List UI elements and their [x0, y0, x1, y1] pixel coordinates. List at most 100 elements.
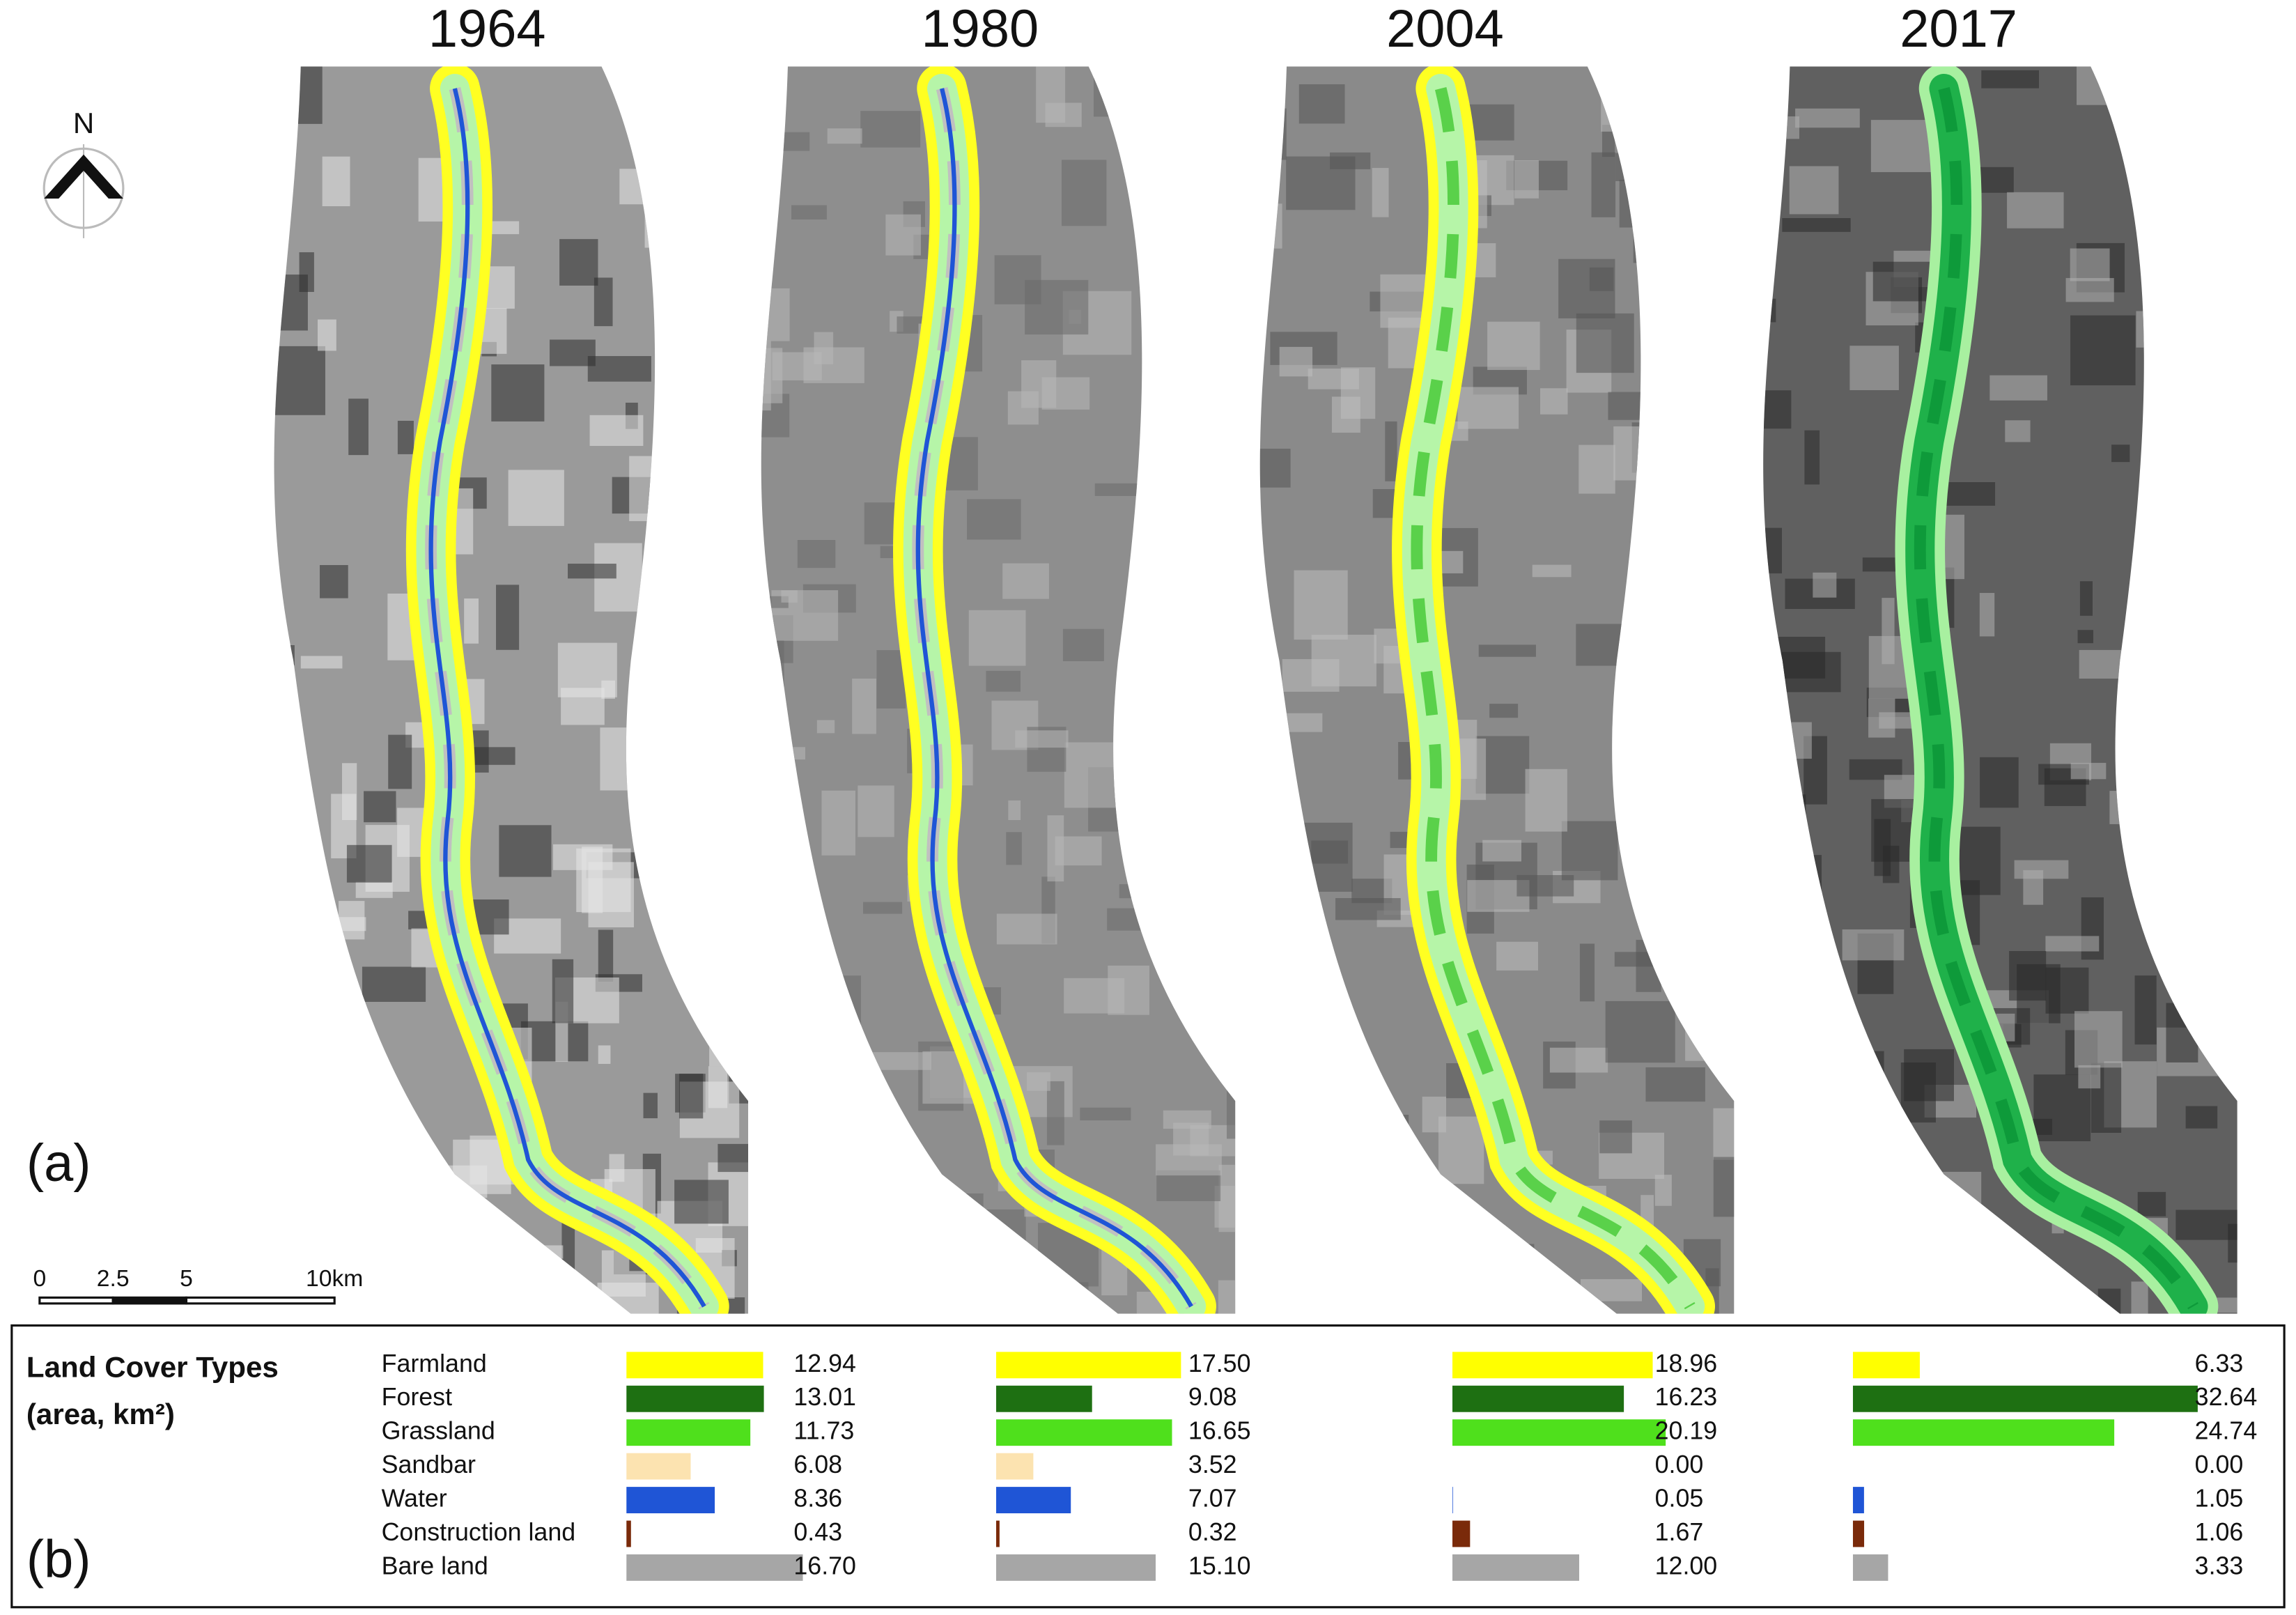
category-label: Sandbar — [382, 1451, 476, 1478]
map-texture — [1045, 102, 1082, 128]
map-texture — [1980, 757, 2019, 808]
value-label: 0.05 — [1655, 1485, 1704, 1513]
map-texture — [346, 844, 392, 883]
map-texture — [322, 156, 350, 206]
map-texture — [1330, 152, 1371, 169]
map-texture — [1514, 160, 1539, 199]
map-texture — [1156, 1170, 1221, 1202]
map-texture — [1487, 321, 1540, 370]
map-texture — [1294, 570, 1348, 640]
bar — [1852, 1554, 1888, 1581]
map-texture — [1385, 421, 1397, 481]
bar — [1452, 1385, 1624, 1412]
bar — [626, 1554, 803, 1581]
map-texture — [300, 656, 343, 669]
map-texture — [274, 346, 325, 415]
map-texture — [821, 790, 855, 856]
map-texture — [791, 205, 827, 220]
map-texture — [1525, 768, 1567, 832]
legend-title: Land Cover Types — [26, 1351, 279, 1384]
map-texture — [1979, 593, 1995, 637]
map-texture — [2007, 192, 2064, 229]
map-texture — [1015, 730, 1069, 748]
map-texture — [1062, 160, 1107, 226]
map-texture — [986, 670, 1021, 692]
map-texture — [1007, 391, 1039, 425]
map-texture — [1576, 313, 1634, 373]
map-texture — [598, 929, 614, 982]
map-texture — [1645, 1067, 1705, 1102]
map-texture — [858, 785, 894, 837]
map-texture — [1298, 84, 1345, 124]
map-texture — [1713, 1108, 1735, 1160]
map-texture — [2134, 975, 2157, 1045]
map-texture — [1849, 346, 1899, 390]
bar — [1452, 1487, 1453, 1514]
map-texture — [1002, 563, 1049, 599]
map-texture — [2131, 1281, 2148, 1314]
map-texture — [1804, 430, 1820, 485]
map-texture — [397, 420, 414, 454]
map-texture — [2070, 248, 2110, 281]
map-texture — [552, 959, 574, 1023]
map-title: 2004 — [1386, 0, 1504, 59]
map-texture — [520, 1021, 589, 1062]
bar — [1852, 1419, 2115, 1446]
map-texture — [797, 540, 836, 569]
map-texture — [827, 128, 862, 144]
category-label: Forest — [382, 1383, 453, 1411]
map-texture — [550, 339, 596, 366]
bar — [1452, 1419, 1666, 1446]
value-label: 7.07 — [1188, 1485, 1237, 1513]
map-texture — [2070, 762, 2107, 780]
panel-label: (a) — [26, 1134, 91, 1193]
map-texture — [496, 585, 520, 650]
map-texture — [2078, 1065, 2101, 1089]
map-texture — [364, 791, 396, 823]
value-label: 13.01 — [793, 1383, 856, 1411]
value-label: 3.52 — [1188, 1451, 1237, 1478]
bar — [626, 1453, 691, 1480]
map-texture — [1331, 396, 1360, 433]
map-texture — [582, 847, 603, 913]
river-channel — [428, 88, 706, 1308]
map-texture — [1561, 821, 1618, 881]
category-label: Construction land — [382, 1518, 576, 1546]
scale-segment — [38, 1296, 114, 1305]
map-texture — [594, 277, 613, 327]
map-texture — [2070, 315, 2136, 386]
map-texture — [1218, 1280, 1236, 1314]
map-texture — [320, 565, 348, 598]
map-texture — [2185, 1106, 2218, 1129]
map-texture — [1842, 929, 1905, 961]
bar — [1452, 1520, 1471, 1547]
map-texture — [318, 319, 336, 351]
map-texture — [814, 332, 834, 364]
value-label: 0.32 — [1188, 1518, 1237, 1546]
category-label: Farmland — [382, 1350, 487, 1377]
value-label: 0.43 — [793, 1518, 842, 1546]
map-texture — [589, 415, 644, 446]
value-label: 8.36 — [793, 1485, 842, 1513]
scale-label: 10km — [306, 1266, 363, 1292]
scale-bar: 0 2.5 5 10km — [33, 1266, 363, 1305]
map-texture — [1782, 218, 1851, 232]
category-label: Grassland — [382, 1417, 495, 1445]
map-texture — [852, 678, 876, 734]
map-texture — [1549, 1047, 1608, 1073]
map-texture — [2079, 649, 2124, 679]
map-texture — [1046, 1081, 1064, 1145]
map-texture — [2111, 445, 2130, 463]
map-texture — [1900, 1062, 1936, 1123]
map-texture — [2077, 630, 2094, 644]
bar — [996, 1520, 1000, 1547]
value-label: 24.74 — [2195, 1417, 2258, 1445]
map-texture — [1308, 369, 1359, 389]
river-channel — [915, 88, 1193, 1308]
map-texture — [1532, 564, 1572, 578]
bar — [626, 1419, 751, 1446]
bar — [626, 1487, 715, 1514]
value-label: 16.65 — [1188, 1417, 1251, 1445]
map-texture — [1599, 1120, 1632, 1154]
